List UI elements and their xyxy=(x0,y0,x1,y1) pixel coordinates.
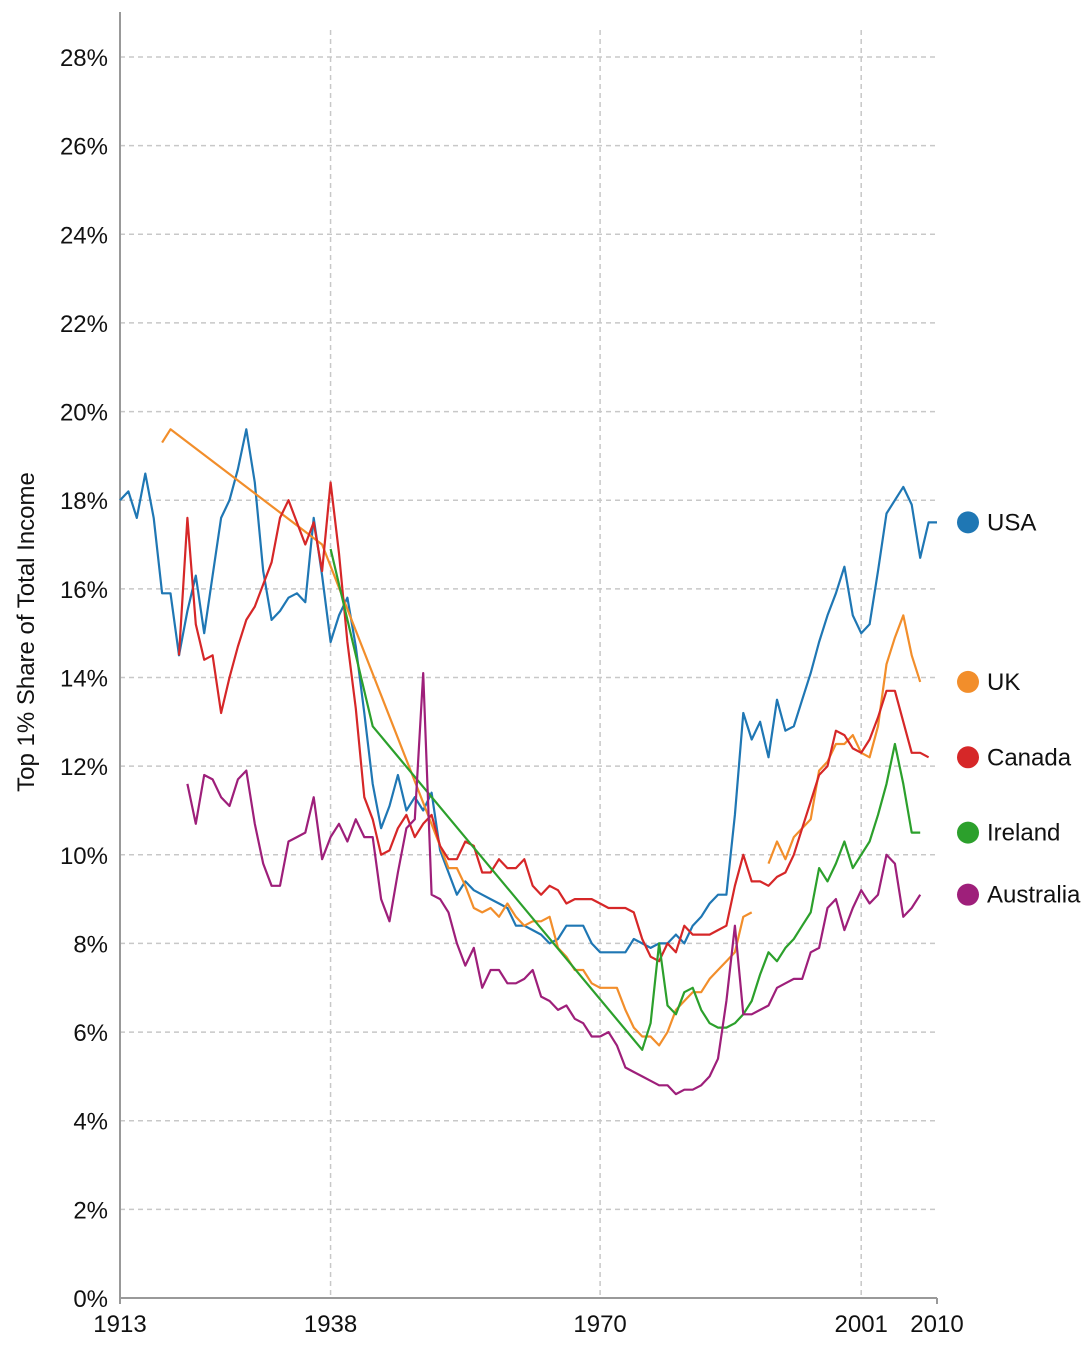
y-tick-label: 26% xyxy=(60,134,108,161)
series-line xyxy=(119,428,937,954)
y-tick-label: 20% xyxy=(60,400,108,427)
y-tick-label: 6% xyxy=(73,1020,108,1047)
y-tick-label: 28% xyxy=(60,45,108,72)
legend-label: USA xyxy=(987,509,1036,536)
legend-marker xyxy=(957,821,979,844)
legend-label: UK xyxy=(987,669,1020,696)
y-tick-label: 22% xyxy=(60,311,108,338)
x-tick-label: 1913 xyxy=(93,1311,146,1338)
y-tick-label: 18% xyxy=(60,488,108,515)
x-tick-label: 1970 xyxy=(573,1311,626,1338)
series-line xyxy=(177,481,930,963)
y-tick-label: 14% xyxy=(60,666,108,693)
y-tick-label: 12% xyxy=(60,754,108,781)
legend-label: Australia xyxy=(987,882,1081,909)
legend-marker xyxy=(957,883,979,906)
x-tick-label: 2010 xyxy=(910,1311,963,1338)
legend-label: Ireland xyxy=(987,820,1060,847)
y-tick-label: 10% xyxy=(60,843,108,870)
y-tick-label: 2% xyxy=(73,1197,108,1224)
x-tick-label: 1938 xyxy=(304,1311,357,1338)
y-tick-label: 8% xyxy=(73,931,108,958)
y-tick-label: 0% xyxy=(73,1286,108,1313)
y-tick-label: 24% xyxy=(60,222,108,249)
y-tick-label: 4% xyxy=(73,1109,108,1136)
series-line xyxy=(186,672,922,1096)
legend-marker xyxy=(957,746,979,769)
y-tick-label: 16% xyxy=(60,577,108,604)
series-line xyxy=(329,548,921,1051)
legend-label: Canada xyxy=(987,744,1072,771)
legend-marker xyxy=(957,670,979,693)
y-axis-title: Top 1% Share of Total Income xyxy=(13,472,40,792)
series-line xyxy=(161,428,922,1047)
legend-marker xyxy=(957,511,979,534)
x-tick-label: 2001 xyxy=(835,1311,888,1338)
